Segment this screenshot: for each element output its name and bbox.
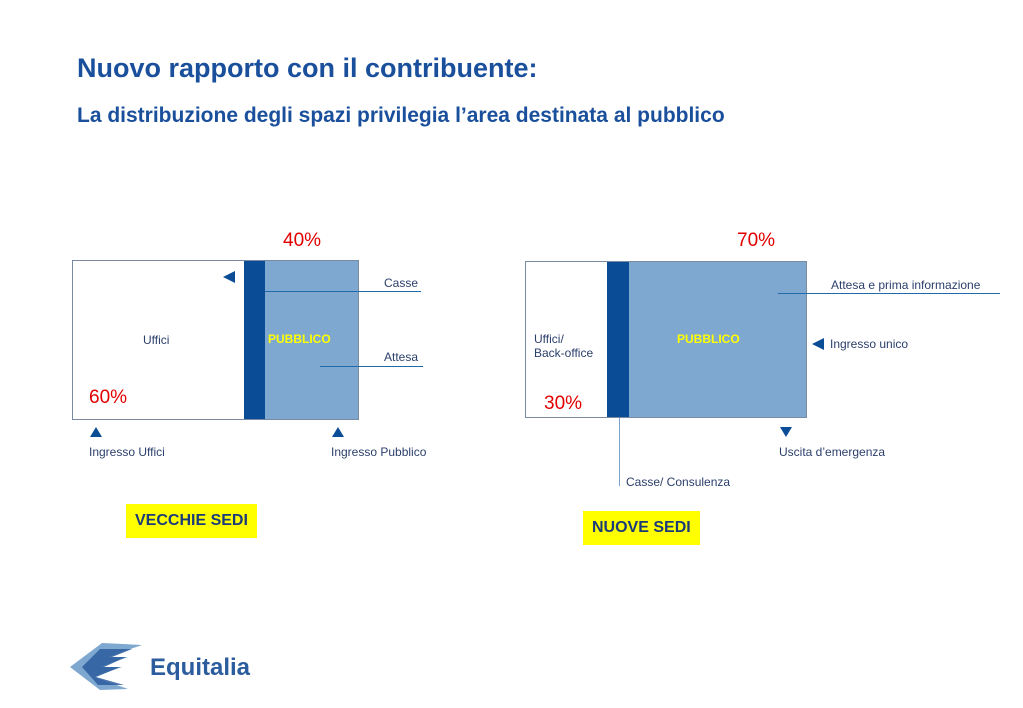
- new-public-percent: 70%: [737, 230, 776, 251]
- new-public-label: PUBBLICO: [677, 332, 740, 346]
- old-office-percent: 60%: [89, 387, 128, 408]
- arrow-left-icon: [223, 271, 235, 283]
- new-public-area: [629, 262, 806, 417]
- old-public-entrance-label: Ingresso Pubblico: [331, 445, 427, 459]
- new-offices-label-line1: Uffici/: [534, 332, 564, 346]
- equitalia-logo-icon: [70, 643, 142, 690]
- arrow-up-icon: [332, 427, 344, 437]
- old-waiting-leader-line: [320, 366, 423, 367]
- old-public-area: [265, 261, 358, 419]
- new-single-entrance-label: Ingresso unico: [830, 337, 909, 351]
- old-offices-label: Uffici: [143, 333, 170, 347]
- equitalia-logo-text: Equitalia: [150, 654, 251, 681]
- old-waiting-label: Attesa: [384, 350, 419, 364]
- slide-subtitle: La distribuzione degli spazi privilegia …: [77, 104, 725, 127]
- old-office-entrance-label: Ingresso Uffici: [89, 445, 165, 459]
- arrow-down-icon: [780, 427, 792, 437]
- old-public-percent: 40%: [283, 230, 322, 251]
- new-site-tag: NUOVE SEDI: [583, 511, 700, 545]
- arrow-left-icon: [812, 338, 824, 350]
- old-site-tag: VECCHIE SEDI: [126, 504, 257, 538]
- old-cashiers-label: Casse: [384, 276, 419, 290]
- arrow-up-icon: [90, 427, 102, 437]
- new-waiting-label: Attesa e prima informazione: [831, 278, 981, 292]
- old-public-label: PUBBLICO: [268, 332, 331, 346]
- new-emergency-exit-label: Uscita d’emergenza: [779, 445, 886, 459]
- new-waiting-leader-line: [778, 293, 1000, 294]
- slide-title: Nuovo rapporto con il contribuente:: [77, 53, 538, 83]
- new-cashiers-leader-line: [619, 418, 620, 486]
- new-cashiers-label: Casse/ Consulenza: [626, 475, 731, 489]
- new-office-percent: 30%: [544, 393, 583, 414]
- new-offices-label-line2: Back-office: [534, 346, 594, 360]
- new-counter-band: [607, 262, 629, 417]
- old-counter-band: [244, 261, 265, 419]
- old-cashiers-leader-line: [265, 291, 421, 292]
